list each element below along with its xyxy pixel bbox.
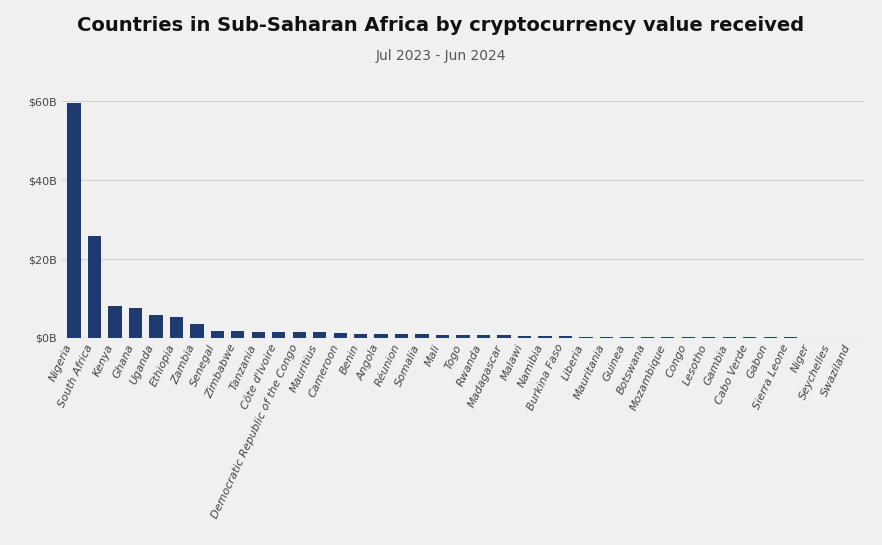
Bar [354, 334, 367, 338]
Bar [538, 336, 551, 338]
Bar [149, 315, 162, 338]
Bar [436, 335, 449, 338]
Bar [375, 334, 388, 338]
Bar [211, 331, 224, 338]
Bar [579, 336, 593, 338]
Bar [620, 337, 633, 338]
Bar [88, 236, 101, 338]
Text: Countries in Sub-Saharan Africa by cryptocurrency value received: Countries in Sub-Saharan Africa by crypt… [78, 16, 804, 35]
Bar [293, 332, 306, 338]
Bar [191, 324, 204, 338]
Bar [129, 308, 142, 338]
Bar [518, 336, 531, 338]
Bar [722, 337, 736, 338]
Bar [559, 336, 572, 338]
Bar [108, 306, 122, 338]
Bar [682, 337, 695, 338]
Bar [415, 334, 429, 338]
Bar [333, 333, 347, 338]
Bar [497, 335, 511, 338]
Bar [456, 335, 470, 338]
Bar [477, 335, 490, 338]
Bar [231, 331, 244, 338]
Bar [251, 331, 265, 338]
Bar [313, 332, 326, 338]
Bar [67, 104, 80, 338]
Bar [169, 317, 183, 338]
Bar [640, 337, 654, 338]
Text: Jul 2023 - Jun 2024: Jul 2023 - Jun 2024 [376, 49, 506, 63]
Bar [702, 337, 715, 338]
Bar [273, 331, 286, 338]
Bar [600, 337, 613, 338]
Bar [662, 337, 675, 338]
Bar [395, 334, 408, 338]
